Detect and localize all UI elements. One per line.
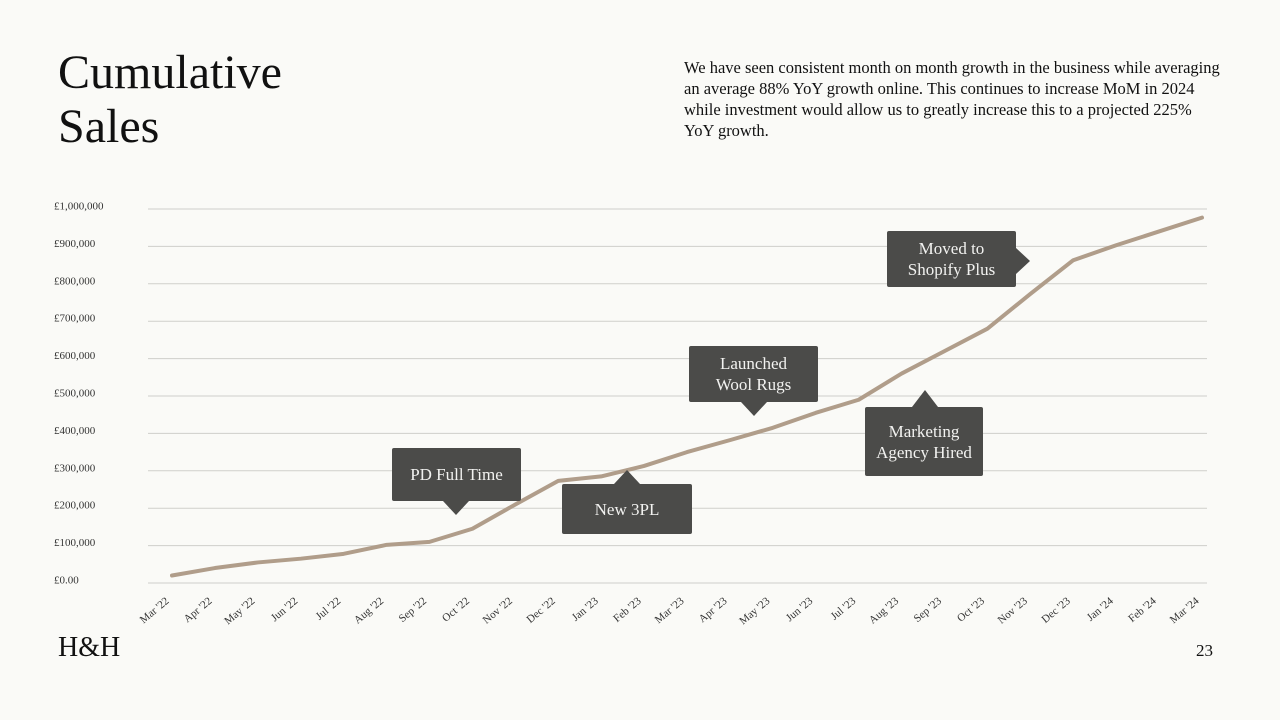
x-tick-label: Jan '23 (570, 595, 601, 624)
x-tick-label: Apr '23 (697, 595, 730, 626)
x-tick-label: Nov '23 (996, 595, 1031, 627)
x-tick-label: Dec '23 (1039, 595, 1073, 626)
x-tick-label: Apr '22 (182, 595, 215, 625)
x-tick-label: Jul '22 (314, 595, 344, 623)
annotation: Moved to Shopify Plus (887, 231, 1016, 287)
callout-pointer (912, 390, 938, 407)
x-tick-label: May '22 (222, 595, 257, 627)
x-tick-label: Jun '23 (784, 595, 816, 624)
callout-pointer (741, 402, 767, 416)
x-tick-label: Jul '23 (829, 595, 859, 623)
y-tick-label: £300,000 (54, 462, 96, 474)
title: Cumulative Sales (58, 46, 282, 153)
x-tick-label: Sep '23 (912, 595, 945, 625)
x-tick-label: Sep '22 (397, 595, 429, 625)
y-tick-label: £900,000 (54, 238, 96, 250)
y-tick-label: £200,000 (54, 500, 96, 512)
y-tick-label: £400,000 (54, 425, 96, 437)
y-tick-label: £100,000 (54, 537, 96, 549)
x-tick-label: Jan '24 (1085, 595, 1116, 624)
y-tick-label: £800,000 (54, 275, 96, 287)
y-tick-label: £0.00 (54, 575, 79, 587)
x-tick-label: Feb '24 (1126, 595, 1159, 625)
x-tick-label: Feb '23 (611, 595, 644, 625)
sales-line (170, 215, 1204, 578)
x-tick-label: Oct '22 (440, 595, 472, 625)
logo: H&H (58, 632, 121, 663)
x-tick-label: May '23 (737, 595, 773, 628)
x-tick-label: Aug '22 (352, 595, 386, 626)
x-tick-label: Oct '23 (955, 595, 987, 625)
x-tick-label: Jun '22 (269, 595, 300, 624)
annotation: Launched Wool Rugs (689, 346, 818, 402)
callout-pointer (1016, 248, 1030, 274)
x-tick-label: Aug '23 (867, 595, 902, 627)
y-tick-label: £500,000 (54, 388, 96, 400)
callout-pointer (443, 501, 469, 515)
x-tick-label: Nov '22 (481, 595, 515, 626)
y-tick-label: £1,000,000 (54, 201, 104, 213)
x-tick-label: Mar '22 (138, 595, 172, 626)
annotation: New 3PL (562, 484, 692, 534)
x-tick-label: Mar '23 (653, 595, 687, 626)
x-tick-label: Mar '24 (1168, 595, 1202, 626)
y-tick-label: £700,000 (54, 313, 96, 325)
description: We have seen consistent month on month g… (684, 58, 1220, 140)
annotation: PD Full Time (392, 448, 521, 501)
x-tick-label: Dec '22 (524, 595, 557, 626)
callout-pointer (614, 470, 640, 484)
y-tick-label: £600,000 (54, 350, 96, 362)
annotation: Marketing Agency Hired (865, 407, 983, 476)
page-number: 23 (1196, 641, 1213, 660)
